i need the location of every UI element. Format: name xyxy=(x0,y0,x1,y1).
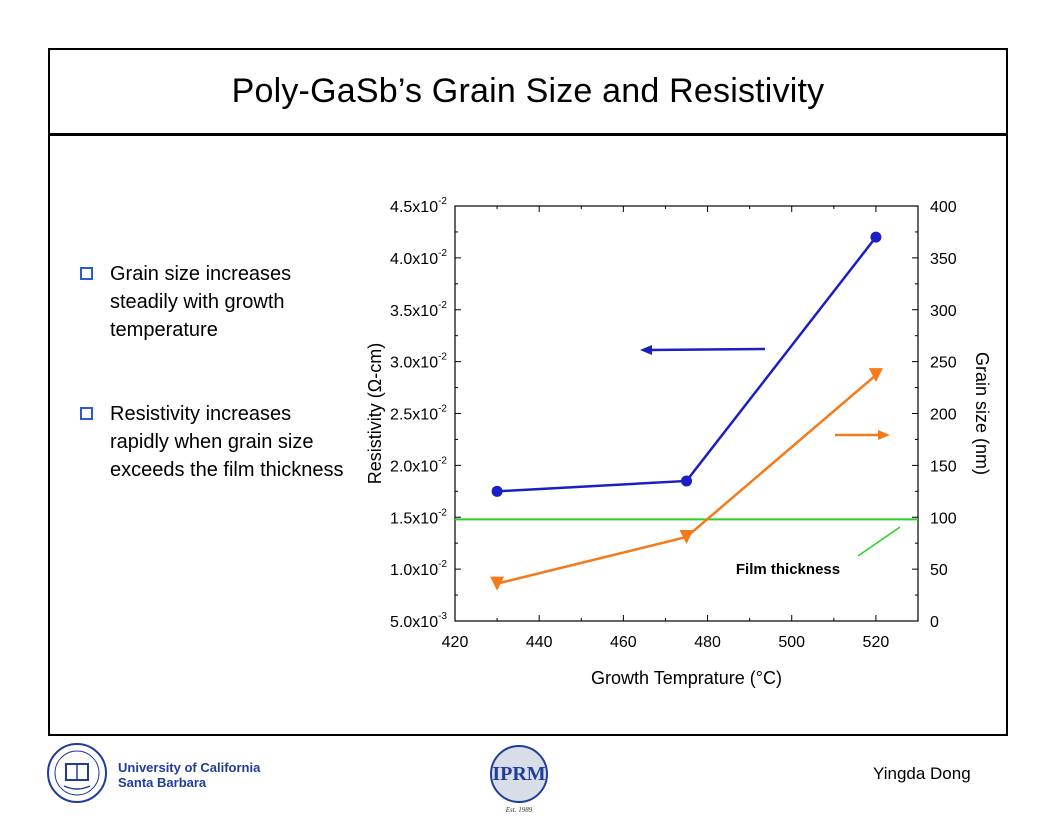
slide-frame: Poly-GaSb’s Grain Size and Resistivity G… xyxy=(48,48,1008,736)
data-point xyxy=(491,485,503,497)
y-right-tick-label: 300 xyxy=(930,303,957,320)
bullet-list: Grain size increases steadily with growt… xyxy=(64,260,354,540)
series-line xyxy=(497,236,877,493)
iprm-logo-text: IPRM xyxy=(492,763,545,785)
right-axis-arrow-head xyxy=(878,430,890,440)
y-right-tick-label: 250 xyxy=(930,355,957,372)
x-axis-label: Growth Temprature (°C) xyxy=(591,668,782,688)
y-left-axis-label: Resistivity (Ω-cm) xyxy=(365,343,385,484)
y-right-tick-label: 200 xyxy=(930,407,957,424)
film-thickness-label: Film thickness xyxy=(736,561,840,578)
y-right-tick-label: 100 xyxy=(930,510,957,527)
y-left-tick-label: 2.5x10-2 xyxy=(390,404,447,424)
bullet-checkbox-icon xyxy=(80,267,95,282)
university-name: University of California Santa Barbara xyxy=(118,760,260,790)
x-tick-label: 440 xyxy=(526,634,553,651)
bullet-checkbox-icon xyxy=(80,407,95,422)
y-right-tick-label: 150 xyxy=(930,458,957,475)
y-left-tick-label: 1.0x10-2 xyxy=(390,559,447,579)
data-point xyxy=(490,576,505,591)
plot-area xyxy=(454,205,919,622)
y-left-tick-label: 4.0x10-2 xyxy=(390,248,447,268)
y-left-tick-label: 3.0x10-2 xyxy=(390,352,447,372)
data-point xyxy=(868,368,883,383)
y-left-tick-label: 4.5x10-2 xyxy=(390,196,447,216)
data-point xyxy=(681,475,692,487)
x-tick-label: 520 xyxy=(863,634,890,651)
slide-title: Poly-GaSb’s Grain Size and Resistivity xyxy=(231,72,825,110)
y-right-tick-label: 400 xyxy=(930,199,957,216)
data-point xyxy=(679,529,694,544)
iprm-est-text: Est. 1989 xyxy=(505,806,533,814)
left-axis-arrow-head xyxy=(640,345,652,355)
y-right-tick-label: 0 xyxy=(930,614,939,631)
author-name: Yingda Dong xyxy=(873,764,971,783)
film-thickness-pointer xyxy=(857,526,901,557)
x-tick-label: 420 xyxy=(442,634,469,651)
x-tick-label: 500 xyxy=(778,634,805,651)
y-left-tick-label: 1.5x10-2 xyxy=(390,507,447,527)
left-axis-arrow xyxy=(647,347,766,352)
bullet-item: Grain size increases steadily with growt… xyxy=(64,260,354,344)
title-bar: Poly-GaSb’s Grain Size and Resistivity xyxy=(50,50,1006,136)
campus-line: Santa Barbara xyxy=(118,775,207,790)
x-tick-label: 460 xyxy=(610,634,637,651)
y-right-tick-label: 350 xyxy=(930,251,957,268)
x-tick-label: 480 xyxy=(694,634,721,651)
y-right-axis-label: Grain size (nm) xyxy=(972,352,992,475)
bullet-text: Resistivity increases rapidly when grain… xyxy=(110,403,344,481)
bullet-item: Resistivity increases rapidly when grain… xyxy=(64,400,354,484)
bullet-text: Grain size increases steadily with growt… xyxy=(110,263,292,341)
ucsb-seal-icon xyxy=(47,743,107,803)
iprm-logo: IPRM Est. 1989 xyxy=(490,745,548,814)
data-point xyxy=(870,231,882,243)
y-right-tick-label: 50 xyxy=(930,562,948,579)
university-line: University of California xyxy=(118,760,261,775)
y-left-tick-label: 5.0x10-3 xyxy=(390,611,447,631)
y-left-tick-label: 3.5x10-2 xyxy=(390,300,447,320)
y-left-tick-label: 2.0x10-2 xyxy=(390,455,447,475)
